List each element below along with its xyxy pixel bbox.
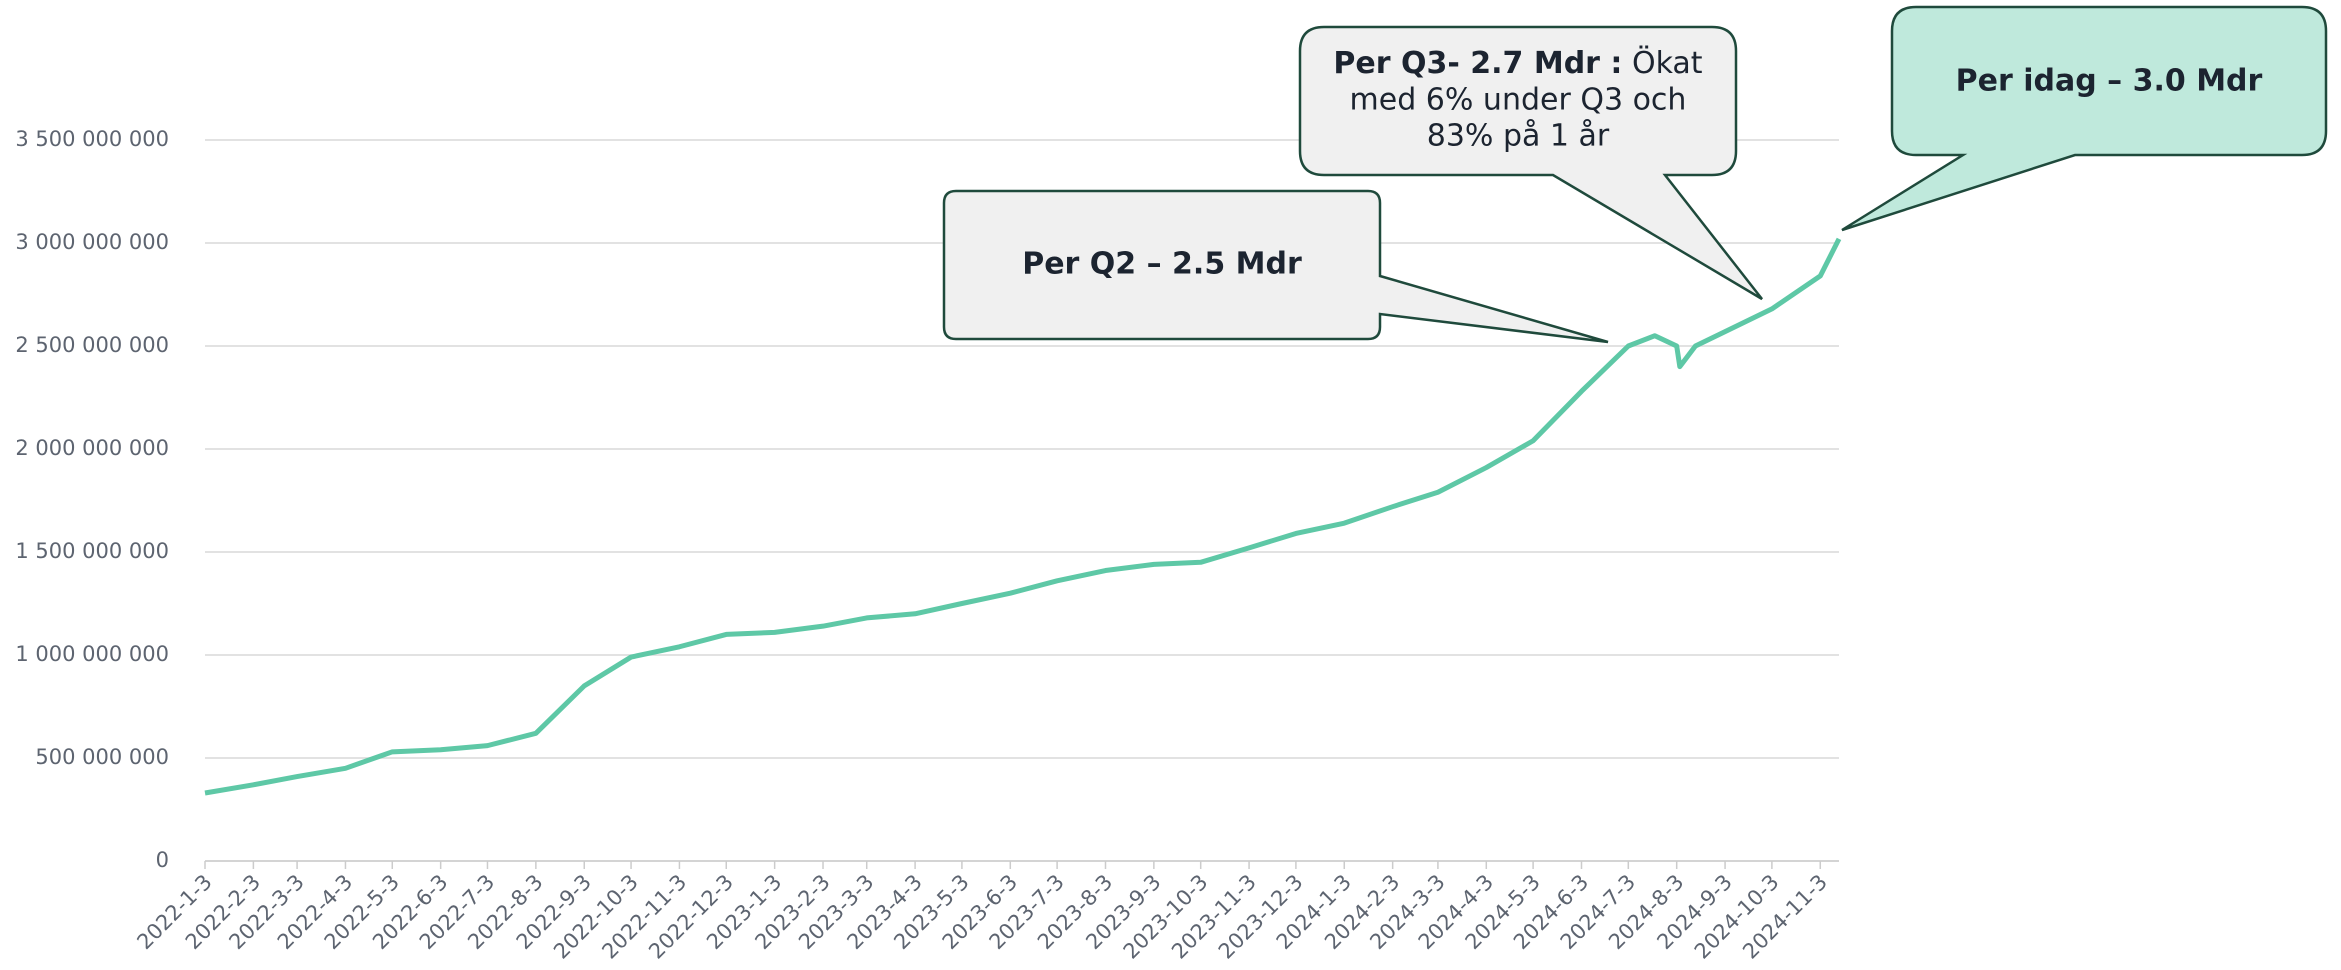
y-tick-label: 1 500 000 000 <box>15 539 169 563</box>
annotation: Per Q3- 2.7 Mdr : Ökat <box>1333 45 1702 81</box>
y-tick-label: 2 500 000 000 <box>15 333 169 357</box>
annotation: Per Q2 – 2.5 Mdr <box>1022 247 1302 282</box>
annotation: Per idag – 3.0 Mdr <box>1956 64 2263 99</box>
line <box>204 237 1842 796</box>
callout-box <box>1841 5 2328 232</box>
callout-box <box>942 189 1609 344</box>
annotation: 83% på 1 år <box>1427 119 1610 154</box>
plot: 0 500 000 000 1 000 000 000 1 500 000 000 2 … <box>15 127 1842 964</box>
annotation: med 6% under Q3 och <box>1350 83 1687 118</box>
y-tick-label: 1 000 000 000 <box>15 642 169 666</box>
y-tick-label: 2 000 000 000 <box>15 436 169 460</box>
callout-box <box>1298 25 1763 301</box>
annotation: Ökat <box>1632 45 1703 81</box>
annotation-bold: Per Q3- 2.7 Mdr : <box>1333 46 1622 81</box>
y-tick-label: 3 500 000 000 <box>15 127 169 151</box>
y-tick-label: 3 000 000 000 <box>15 230 169 254</box>
y-tick-label: 500 000 000 <box>35 745 169 769</box>
y-tick-label: 0 <box>156 848 169 872</box>
